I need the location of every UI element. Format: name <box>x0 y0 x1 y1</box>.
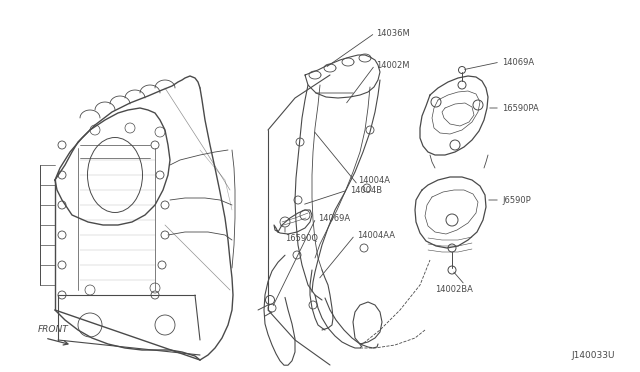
Text: 14069A: 14069A <box>502 58 534 67</box>
Text: 14004B: 14004B <box>350 186 382 195</box>
Text: 14004AA: 14004AA <box>357 231 395 240</box>
Text: 14002M: 14002M <box>376 61 410 70</box>
Text: 16590PA: 16590PA <box>502 103 539 112</box>
Text: 14069A: 14069A <box>318 214 350 222</box>
Text: FRONT: FRONT <box>38 326 68 334</box>
Text: 14002BA: 14002BA <box>435 285 473 295</box>
Text: J6590P: J6590P <box>502 196 531 205</box>
Text: J140033U: J140033U <box>572 351 615 360</box>
Text: 14004A: 14004A <box>358 176 390 185</box>
Text: 14036M: 14036M <box>376 29 410 38</box>
Text: 16590Q: 16590Q <box>285 234 318 243</box>
